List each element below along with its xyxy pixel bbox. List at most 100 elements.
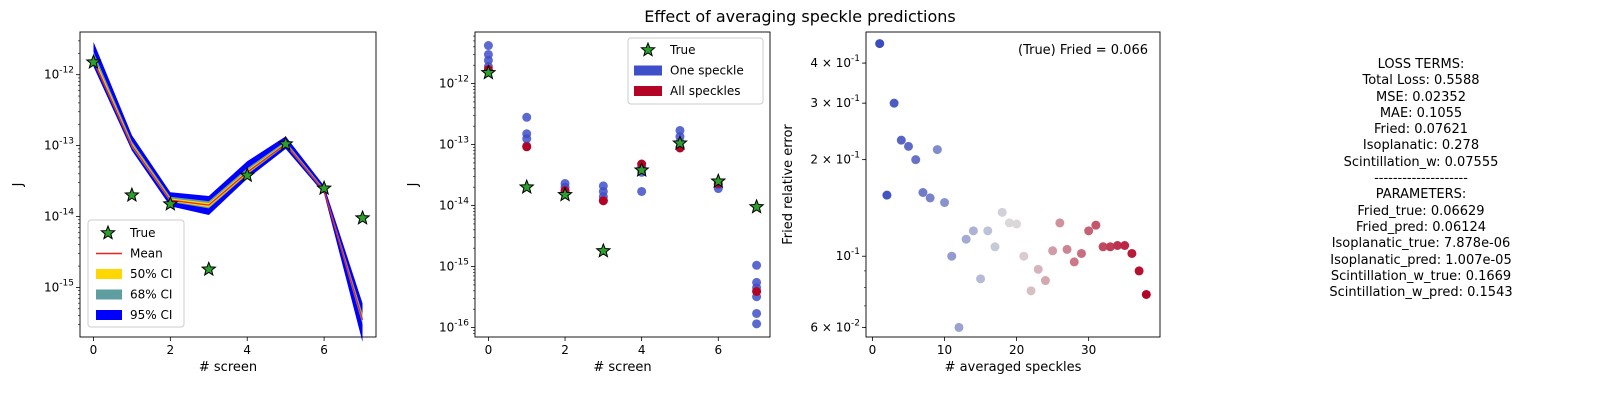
p1-one-speckle-point-6: [522, 134, 532, 144]
p2-point-5: [911, 155, 921, 165]
p2-annotation: (True) Fried = 0.066: [1018, 43, 1148, 58]
p2-point-19: [1012, 219, 1022, 229]
p1-ytick-label-1-exp: -15: [454, 258, 469, 268]
loss-line-13: Scintillation_w_true: 0.1669: [1330, 268, 1512, 284]
figure-title: Effect of averaging speckle predictions: [644, 7, 956, 26]
p2-point-7: [925, 193, 935, 203]
p0-ytick-label-1-exp: -14: [59, 208, 74, 218]
p0-ytick-label-3-exp: -12: [59, 66, 74, 76]
p1-legend-label-one: One speckle: [670, 64, 744, 78]
p2-point-4: [904, 141, 914, 151]
p1-xlabel: # screen: [593, 360, 651, 375]
loss-line-10: Fried_pred: 0.06124: [1355, 219, 1487, 235]
p0-ytick-label-3: 10-12: [44, 66, 74, 82]
p1-ytick-label-3-exp: -13: [454, 136, 469, 146]
p2-point-28: [1076, 248, 1086, 258]
loss-line-6: Scintillation_w: 0.07555: [1343, 154, 1499, 170]
p1-one-speckle-point-15: [637, 186, 647, 196]
p1-ytick-label-4-exp: -12: [454, 75, 469, 85]
p2-ytick-label-3-exp: -1: [851, 94, 860, 104]
p2-point-22: [1033, 264, 1043, 274]
p0-xtick-label-1: 2: [167, 343, 175, 357]
p1-ytick-label-3: 10-13: [439, 136, 469, 152]
p1-ytick-label-4: 10-12: [439, 75, 469, 91]
p1-legend-label-all: All speckles: [670, 84, 740, 98]
p2-point-32: [1105, 242, 1115, 252]
p2-point-24: [1048, 246, 1058, 256]
loss-line-7: --------------------: [1374, 171, 1468, 187]
p0-xtick-label-2: 4: [243, 343, 251, 357]
p2-ylabel: Fried relative error: [781, 124, 796, 245]
p0-true-point-2: [162, 195, 179, 211]
loss-line-3: MAE: 0.1055: [1379, 105, 1463, 121]
p2-point-30: [1091, 220, 1101, 230]
p2-ytick-label-2-base: 2 × 10: [810, 153, 851, 167]
p0-legend-label-mean: Mean: [130, 247, 163, 261]
p0-xlabel: # screen: [199, 360, 257, 375]
p2-ytick-label-2-exp: -1: [851, 151, 860, 161]
p2-ytick-label-3: 3 × 10-1: [810, 94, 860, 110]
p2-point-16: [990, 242, 1000, 252]
p0-legend-box: [87, 219, 185, 328]
p2-point-0: [875, 39, 885, 49]
p1-one-speckle-point-0: [483, 41, 493, 51]
p1-legend-one-marker: [634, 65, 662, 76]
p1-all-speckles-point-1: [522, 142, 532, 152]
p0-ytick-label-2: 10-13: [44, 137, 74, 153]
loss-line-12: Isoplanatic_pred: 1.007e-05: [1330, 252, 1512, 268]
p2-point-15: [983, 226, 993, 236]
p2-frame: [865, 31, 1161, 338]
p2-point-12: [961, 234, 971, 244]
p1-true-point-1: [518, 178, 535, 194]
loss-line-1: Total Loss: 0.5588: [1362, 73, 1480, 89]
p0-xtick-label-0: 0: [90, 343, 98, 357]
p2-point-1: [882, 190, 892, 200]
p1-ytick-label-0: 10-16: [439, 319, 469, 335]
p2-point-34: [1120, 240, 1130, 250]
loss-terms-panel: LOSS TERMS: Total Loss: 0.5588 MSE: 0.0235…: [1290, 57, 1552, 301]
p2-point-6: [918, 187, 928, 197]
p1-true-point-6: [710, 172, 727, 189]
p0-ytick-label-0-base: 10: [44, 280, 59, 294]
p1-ytick-label-2: 10-14: [439, 197, 469, 213]
p1-ytick-label-2-exp: -14: [454, 197, 469, 207]
p2-point-20: [1019, 251, 1029, 261]
p2-ytick-label-1-exp: -1: [851, 247, 860, 257]
p0-legend-ci68-marker: [96, 289, 122, 300]
panel-2-fried-error: 0 10 20 306 × 10-210-12 × 10-13 × 10-14 × 1…: [781, 31, 1161, 375]
loss-line-14: Scintillation_w_pred: 0.1543: [1329, 285, 1513, 301]
p0-true-point-1: [123, 186, 140, 202]
p0-ylabel: J: [11, 183, 26, 188]
p2-point-33: [1112, 240, 1122, 250]
loss-line-11: Isoplanatic_true: 7.878e-06: [1331, 236, 1511, 252]
p0-ytick-label-2-exp: -13: [59, 137, 74, 147]
p2-point-13: [968, 226, 978, 236]
p2-ytick-label-2: 2 × 10-1: [810, 151, 860, 167]
p0-ytick-label-3-base: 10: [44, 68, 59, 82]
loss-line-9: Fried_true: 0.06629: [1357, 203, 1485, 219]
p0-true-point-5: [277, 135, 294, 151]
p1-frame: [474, 31, 771, 338]
p1-ytick-label-3-base: 10: [439, 138, 454, 152]
p1-xtick-label-0: 0: [485, 343, 493, 357]
p0-legend-label-ci50: 50% CI: [130, 267, 172, 281]
p1-one-speckle-point-4: [522, 112, 532, 122]
p2-point-31: [1098, 242, 1108, 252]
p2-xlabel: # averaged speckles: [945, 360, 1082, 375]
p2-point-37: [1141, 289, 1151, 299]
p2-ytick-label-0-exp: -2: [851, 318, 860, 328]
p1-ytick-label-2-base: 10: [439, 199, 454, 213]
p0-legend: True Mean 50% CI 68% CI 95% CI: [87, 219, 185, 328]
p2-point-27: [1069, 257, 1079, 267]
p2-point-18: [1004, 218, 1014, 228]
p1-ytick-label-1-base: 10: [439, 260, 454, 274]
loss-line-5: Isoplanatic: 0.278: [1362, 138, 1480, 154]
p0-true-point-7: [354, 209, 371, 225]
loss-line-0: LOSS TERMS:: [1377, 57, 1465, 72]
p2-point-23: [1040, 276, 1050, 286]
p0-ytick-label-0: 10-15: [44, 278, 74, 294]
p1-ylabel: J: [406, 183, 421, 188]
p2-point-21: [1026, 286, 1036, 296]
p2-xtick-label-3: 30: [1081, 343, 1096, 357]
